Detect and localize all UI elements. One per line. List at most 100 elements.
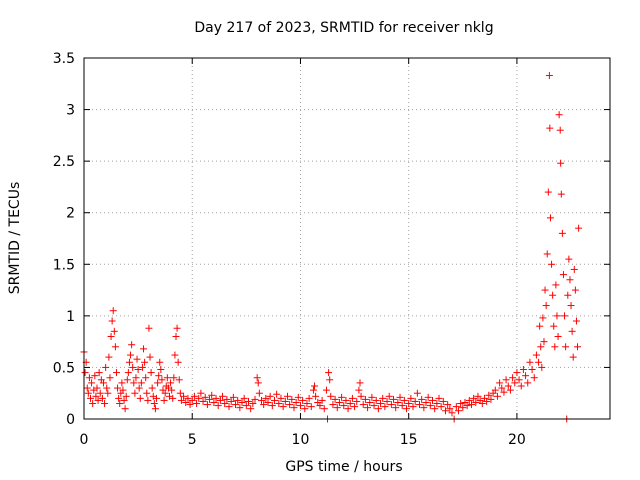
data-point xyxy=(570,265,578,273)
data-point xyxy=(283,392,291,400)
data-point xyxy=(175,376,183,384)
data-point xyxy=(232,401,240,409)
data-point xyxy=(356,379,364,387)
data-point xyxy=(124,369,132,377)
data-point xyxy=(116,400,124,408)
y-tick-label: 1 xyxy=(66,309,75,325)
data-point xyxy=(190,392,198,400)
data-point xyxy=(335,398,343,406)
data-point xyxy=(385,392,393,400)
data-point xyxy=(83,384,91,392)
data-point xyxy=(122,392,130,400)
data-point xyxy=(517,382,525,390)
data-point xyxy=(307,403,315,411)
data-point xyxy=(552,281,560,289)
data-point xyxy=(93,384,101,392)
data-point xyxy=(150,400,158,408)
data-point xyxy=(539,314,547,322)
grid-layer xyxy=(84,58,610,419)
data-point xyxy=(123,376,131,384)
data-point xyxy=(301,405,309,413)
data-point xyxy=(201,393,209,401)
data-point xyxy=(459,404,467,412)
data-point xyxy=(346,400,354,408)
data-point xyxy=(407,394,415,402)
data-point xyxy=(524,379,532,387)
data-point xyxy=(128,341,136,349)
data-point xyxy=(478,400,486,408)
data-point xyxy=(260,401,268,409)
data-point xyxy=(129,363,137,371)
data-point xyxy=(125,358,133,366)
data-point xyxy=(409,403,417,411)
data-point xyxy=(364,404,372,412)
data-point xyxy=(109,307,117,315)
data-point xyxy=(174,358,182,366)
data-point xyxy=(86,394,94,402)
data-point xyxy=(121,405,129,413)
data-point xyxy=(107,332,115,340)
data-point xyxy=(234,396,242,404)
data-point xyxy=(161,389,169,397)
data-point xyxy=(168,386,176,394)
data-point xyxy=(536,322,544,330)
data-point xyxy=(199,397,207,405)
data-point xyxy=(277,394,285,402)
data-point xyxy=(420,404,428,412)
data-point xyxy=(98,394,106,402)
data-point xyxy=(413,389,421,397)
data-point xyxy=(564,291,572,299)
data-point xyxy=(140,345,148,353)
data-point xyxy=(561,312,569,320)
data-point xyxy=(329,401,337,409)
data-point xyxy=(452,403,460,411)
data-point xyxy=(143,389,151,397)
data-point xyxy=(96,389,104,397)
data-point xyxy=(555,111,563,119)
data-point xyxy=(311,382,319,390)
data-point xyxy=(470,394,478,402)
data-point xyxy=(188,396,196,404)
data-point xyxy=(444,401,452,409)
data-point xyxy=(219,392,227,400)
data-point xyxy=(119,386,127,394)
x-axis-label: GPS time / hours xyxy=(285,459,402,475)
data-point xyxy=(372,396,380,404)
data-point xyxy=(296,402,304,410)
data-point xyxy=(99,379,107,387)
data-point xyxy=(266,392,274,400)
data-point xyxy=(326,376,334,384)
data-point xyxy=(526,358,534,366)
data-point xyxy=(340,402,348,410)
data-point xyxy=(240,394,248,402)
data-point xyxy=(106,374,114,382)
data-point xyxy=(89,400,97,408)
data-point xyxy=(173,324,181,332)
data-point xyxy=(446,405,454,413)
data-point xyxy=(141,358,149,366)
data-point xyxy=(225,403,233,411)
data-point xyxy=(431,405,439,413)
data-point xyxy=(216,396,224,404)
data-point xyxy=(212,394,220,402)
data-point xyxy=(575,224,583,232)
data-point xyxy=(441,407,449,415)
data-point xyxy=(540,338,548,346)
data-point xyxy=(144,396,152,404)
data-point xyxy=(433,400,441,408)
data-point xyxy=(448,409,456,417)
data-point xyxy=(416,401,424,409)
data-point xyxy=(537,343,545,351)
data-point xyxy=(572,317,580,325)
y-tick-label: 0 xyxy=(66,412,75,428)
data-point xyxy=(493,392,501,400)
data-point xyxy=(197,389,205,397)
data-point xyxy=(111,343,119,351)
data-point xyxy=(500,388,508,396)
data-point xyxy=(370,402,378,410)
data-point xyxy=(130,379,138,387)
data-point xyxy=(288,395,296,403)
y-tick-label: 1.5 xyxy=(53,257,75,273)
data-point xyxy=(146,353,154,361)
